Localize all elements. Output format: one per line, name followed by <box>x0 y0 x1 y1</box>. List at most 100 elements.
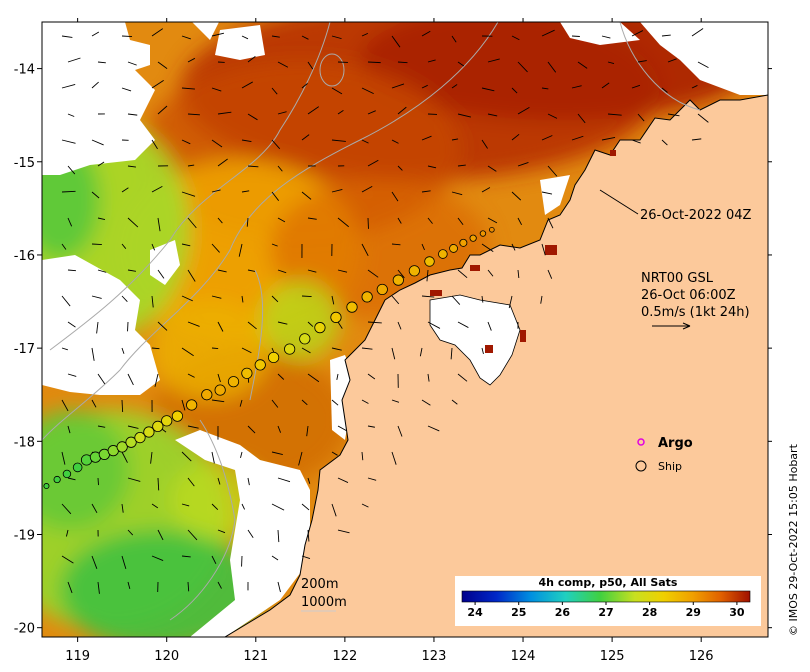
current-vector <box>157 529 164 541</box>
current-vector <box>61 35 73 38</box>
current-vector <box>397 217 402 224</box>
current-vector <box>601 35 611 39</box>
current-vector <box>247 529 254 538</box>
current-vector <box>247 55 256 63</box>
ship-marker <box>268 351 280 364</box>
current-vector <box>211 503 219 511</box>
current-vector <box>181 451 192 462</box>
current-vector <box>301 503 310 511</box>
current-vector <box>487 58 500 63</box>
current-vector <box>247 477 250 486</box>
current-vector <box>241 503 246 510</box>
current-vector <box>187 269 196 282</box>
current-vector <box>331 347 342 351</box>
current-vector <box>421 84 428 89</box>
current-vector <box>451 84 458 89</box>
current-vector <box>541 29 555 37</box>
colorbar-tick-label: 30 <box>729 606 745 619</box>
current-vector <box>547 61 557 73</box>
ship-marker <box>227 376 240 388</box>
x-tick-label: 121 <box>243 649 268 664</box>
current-vector <box>457 61 465 67</box>
ship-marker <box>314 322 326 334</box>
current-vector <box>121 399 124 413</box>
y-tick-label: -16 <box>14 249 35 264</box>
current-vector <box>127 373 134 386</box>
current-vector <box>397 106 407 115</box>
current-vector <box>306 425 309 437</box>
current-vector <box>361 87 374 95</box>
current-vector <box>121 187 129 193</box>
current-vector <box>457 113 471 118</box>
current-vector <box>211 243 220 253</box>
current-vector <box>301 555 311 560</box>
current-vector <box>301 347 311 354</box>
current-vector <box>541 135 553 141</box>
current-vector <box>271 295 279 303</box>
current-vector <box>481 187 491 193</box>
colorbar-tick-label: 28 <box>642 606 657 619</box>
current-vector <box>121 347 125 354</box>
current-vector <box>421 243 425 251</box>
current-vector <box>67 373 77 377</box>
current-vector <box>367 110 376 115</box>
current-vector <box>427 165 437 169</box>
current-vector <box>517 107 530 115</box>
current-vector <box>421 30 431 37</box>
current-vector <box>451 35 457 43</box>
current-vector <box>697 61 709 69</box>
x-tick-label: 122 <box>332 649 357 664</box>
current-vector <box>337 477 349 483</box>
ship-marker <box>330 311 342 323</box>
current-vector <box>277 269 287 274</box>
current-vector <box>241 190 250 193</box>
current-vector <box>61 243 67 250</box>
colorbar-title: 4h comp, p50, All Sats <box>539 576 678 589</box>
marker-legend: Argo Ship <box>635 436 693 473</box>
current-vector <box>238 243 243 257</box>
current-vector <box>271 503 285 511</box>
current-vector <box>367 425 375 428</box>
current-vector <box>307 373 320 383</box>
current-vector <box>217 158 228 167</box>
ship-marker <box>489 226 495 233</box>
ship-marker <box>284 343 296 355</box>
colorbar-tick-label: 25 <box>511 606 526 619</box>
current-vector <box>157 321 168 331</box>
current-vector <box>247 321 257 330</box>
current-vector <box>181 555 191 558</box>
current-vector <box>151 80 164 89</box>
current-vector <box>331 295 335 305</box>
current-vector <box>91 191 100 199</box>
current-vector <box>67 113 75 117</box>
current-vector <box>91 31 100 37</box>
current-vector <box>361 503 369 508</box>
current-vector <box>331 399 339 406</box>
current-vector <box>337 217 349 228</box>
current-vector <box>481 139 488 149</box>
current-vector <box>487 165 497 172</box>
current-vector <box>151 347 160 350</box>
current-vector <box>361 451 364 461</box>
current-vector <box>211 399 225 403</box>
current-vector <box>121 503 124 513</box>
contour-1000m-label: 1000m <box>301 595 347 610</box>
ship-marker <box>161 415 173 427</box>
current-vector <box>151 503 159 509</box>
ship-marker <box>361 291 373 303</box>
current-vector <box>547 113 558 119</box>
current-vector <box>157 105 168 115</box>
current-vector <box>157 269 165 279</box>
current-vector <box>517 269 520 279</box>
current-vector <box>421 295 435 298</box>
current-vector <box>301 399 308 406</box>
current-vector <box>307 321 314 327</box>
current-vector <box>511 133 520 141</box>
current-vector <box>217 111 232 115</box>
current-vector <box>91 399 97 408</box>
x-tick-label: 125 <box>600 649 625 664</box>
current-vector <box>97 373 106 385</box>
colorbar: 4h comp, p50, All Sats 24 25 26 27 28 29 30 <box>455 576 761 626</box>
current-vector <box>67 425 71 434</box>
